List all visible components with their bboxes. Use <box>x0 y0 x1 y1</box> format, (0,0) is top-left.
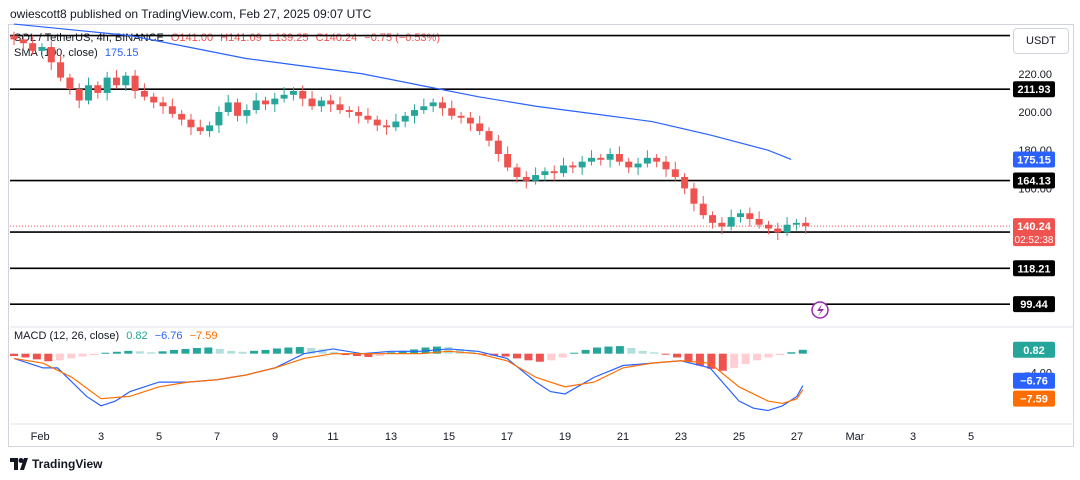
low-value: L139.25 <box>268 32 309 44</box>
macd-signal-value: −7.59 <box>189 330 218 342</box>
publish-header: owiescott8 published on TradingView.com,… <box>10 7 372 21</box>
tv-logo-icon <box>10 458 28 470</box>
sma-name: SMA (100, close) <box>14 47 98 59</box>
currency-label: USDT <box>1026 35 1056 47</box>
macd-name: MACD (12, 26, close) <box>14 330 120 342</box>
macd-legend[interactable]: MACD (12, 26, close) 0.82 −6.76 −7.59 <box>14 330 221 342</box>
symbol-legend: SOL / TetherUS, 4h, BINANCE O141.00 H141… <box>14 32 444 44</box>
tradingview-logo[interactable]: TradingView <box>10 457 102 471</box>
change-value: −0.75 (−0.53%) <box>364 32 441 44</box>
high-value: H141.09 <box>220 32 262 44</box>
macd-hist-value: 0.82 <box>126 330 148 342</box>
symbol-label[interactable]: SOL / TetherUS, 4h, BINANCE <box>14 32 164 44</box>
macd-line-value: −6.76 <box>154 330 183 342</box>
tradingview-brand: TradingView <box>32 457 103 471</box>
open-value: O141.00 <box>170 32 214 44</box>
sma-value: 175.15 <box>104 47 139 59</box>
sma-legend[interactable]: SMA (100, close) 175.15 <box>14 47 142 59</box>
close-value: C140.24 <box>315 32 358 44</box>
chart-frame <box>8 24 1074 447</box>
currency-button[interactable]: USDT <box>1013 28 1069 54</box>
